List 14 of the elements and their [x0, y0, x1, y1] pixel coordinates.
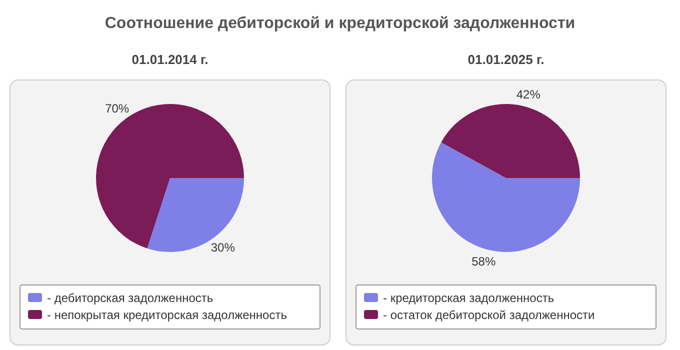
data-label: 30% — [210, 240, 236, 255]
chart-title: Соотношение дебиторской и кредиторской задолженности — [104, 15, 576, 32]
data-label: 58% — [472, 254, 496, 268]
chart-subtitle: 01.01.2025 г. — [468, 52, 544, 67]
pie-slice — [441, 104, 580, 178]
data-label: 42% — [516, 88, 541, 102]
legend-label: - непокрытая кредиторская задолженность — [47, 308, 287, 322]
pie-slice — [432, 142, 580, 252]
data-label: 70% — [105, 101, 130, 116]
legend-label: - дебиторская задолженность — [47, 291, 214, 305]
legend-label: - остаток дебиторской задолженности — [383, 308, 595, 322]
legend-label: - кредиторская задолженность — [383, 291, 554, 305]
pie-slice — [147, 178, 244, 252]
chart-subtitle: 01.01.2014 г. — [132, 52, 208, 67]
